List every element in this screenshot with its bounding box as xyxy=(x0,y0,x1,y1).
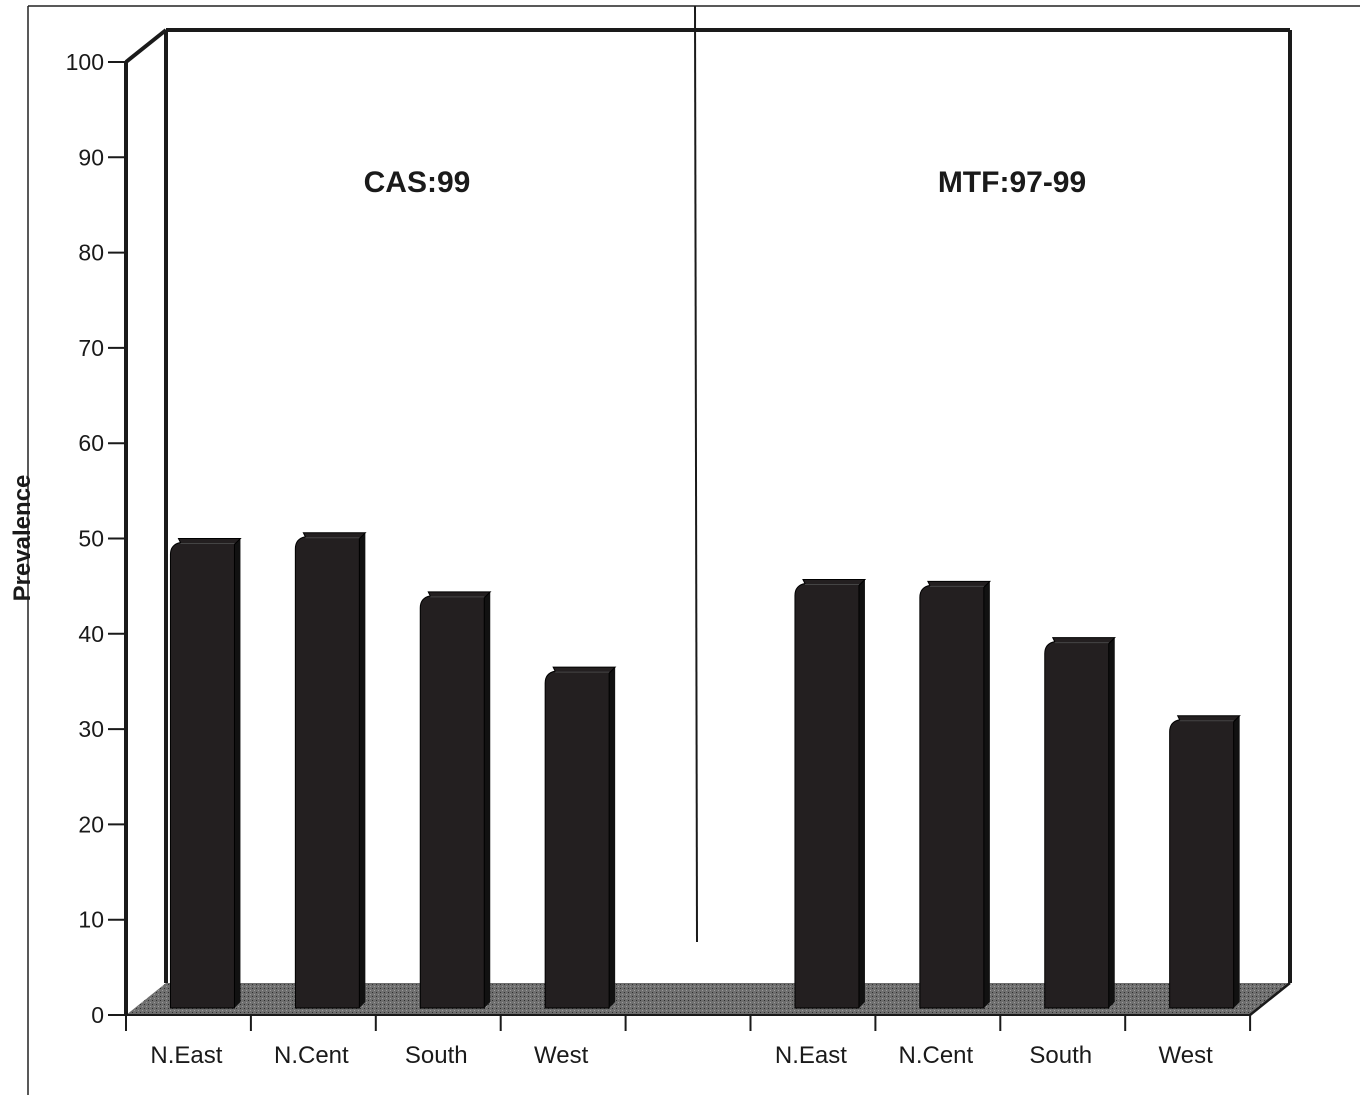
y-tick-label-9: 90 xyxy=(78,144,104,170)
panel-divider xyxy=(694,5,698,943)
bar-front xyxy=(294,532,367,1009)
bar-side xyxy=(359,532,366,1008)
y-axis-title: Prevalence xyxy=(9,475,36,602)
y-tick-label-0: 0 xyxy=(91,1002,104,1028)
bar-south-cas xyxy=(419,591,492,1009)
category-labels: N.East N.Cent South West N.East N.Cent South We… xyxy=(150,1042,1213,1069)
x-label-mtf-3: West xyxy=(1159,1042,1214,1069)
bar-front xyxy=(919,580,992,1009)
x-label-cas-2: South xyxy=(405,1042,468,1069)
x-label-cas-1: N.Cent xyxy=(274,1042,349,1069)
x-axis-ticks xyxy=(125,1015,1252,1031)
y-tick-label-10: 100 xyxy=(66,49,104,75)
y-tick-label-2: 20 xyxy=(78,811,104,837)
floor-right-edge xyxy=(1249,982,1291,1016)
x-label-cas-0: N.East xyxy=(150,1042,222,1069)
bar-side xyxy=(484,591,491,1008)
bar-neast-cas xyxy=(169,538,242,1009)
y-axis: 0 10 20 30 40 50 60 70 80 90 100 xyxy=(66,49,126,1028)
bar-front xyxy=(1169,715,1241,1009)
bar-front xyxy=(794,578,867,1009)
y-tick-label-5: 50 xyxy=(78,526,104,552)
bar-front xyxy=(1044,637,1116,1009)
bar-west-cas xyxy=(544,666,617,1009)
x-label-mtf-1: N.Cent xyxy=(898,1042,973,1069)
bars xyxy=(169,532,1241,1009)
y-tick-label-3: 30 xyxy=(78,716,104,742)
bar-side xyxy=(1108,637,1115,1008)
x-label-mtf-0: N.East xyxy=(775,1042,847,1069)
bar-side xyxy=(234,538,241,1008)
bar-front xyxy=(544,666,617,1009)
bar-side xyxy=(858,579,865,1008)
y-tick-label-6: 60 xyxy=(78,430,104,456)
chart-floor xyxy=(126,983,1290,1015)
side-wall-top-edge xyxy=(124,28,168,64)
bar-side xyxy=(609,667,616,1008)
y-tick-label-8: 80 xyxy=(78,240,104,266)
y-tick-label-7: 70 xyxy=(78,335,104,361)
panel-label-cas: CAS:99 xyxy=(364,166,471,199)
bar-south-mtf xyxy=(1044,637,1116,1009)
x-label-mtf-2: South xyxy=(1029,1042,1092,1069)
x-label-cas-3: West xyxy=(534,1042,589,1069)
panel-label-mtf: MTF:97-99 xyxy=(938,166,1086,199)
bar-ncent-mtf xyxy=(919,580,992,1009)
bar-west-mtf xyxy=(1169,715,1241,1009)
bar-ncent-cas xyxy=(294,532,367,1009)
bar-front xyxy=(419,591,492,1009)
bar-front xyxy=(169,538,242,1009)
bar-side xyxy=(983,581,990,1008)
bar-neast-mtf xyxy=(794,578,867,1009)
y-tick-label-4: 40 xyxy=(78,621,104,647)
y-tick-label-1: 10 xyxy=(78,907,104,933)
bar-side xyxy=(1233,715,1240,1008)
